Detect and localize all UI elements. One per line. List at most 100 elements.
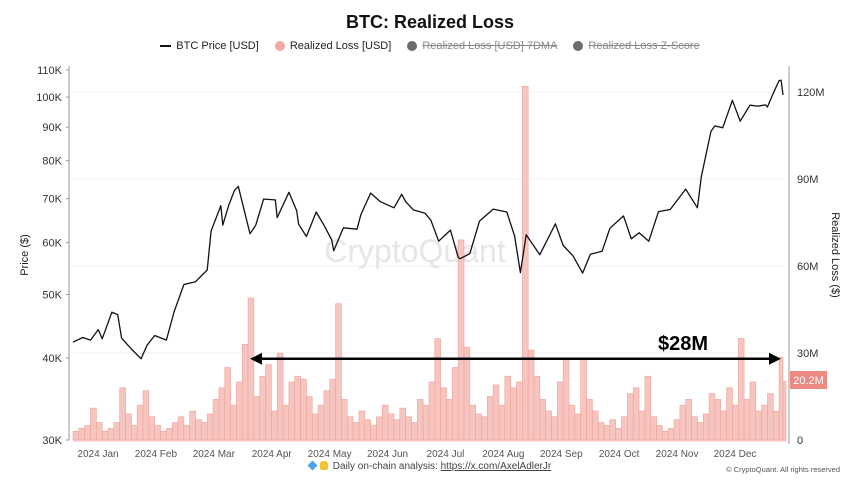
loss-bar [212, 399, 220, 441]
loss-bar [370, 425, 377, 441]
legend-item-realized-loss[interactable]: Realized Loss [USD] [274, 40, 391, 52]
loss-bar [417, 399, 424, 441]
y-left-tick-label: 70K [42, 194, 62, 206]
loss-bar [714, 399, 722, 441]
loss-bar [323, 390, 331, 441]
y-left-tick-label: 100K [36, 92, 62, 104]
loss-bar [632, 387, 640, 441]
loss-bar [574, 413, 581, 441]
loss-bar [720, 410, 727, 441]
loss-bar [206, 413, 214, 441]
loss-bar [381, 404, 389, 441]
loss-bar [154, 425, 161, 441]
loss-bar [177, 416, 185, 441]
loss-bar [160, 431, 167, 441]
loss-bar [218, 387, 226, 441]
loss-bar [782, 381, 787, 441]
loss-bar [522, 85, 529, 441]
loss-bar [230, 404, 237, 441]
line-swatch-icon [160, 45, 172, 47]
x-tick-label: 2024 Oct [599, 449, 640, 460]
loss-bar [148, 416, 155, 441]
loss-bar [119, 387, 126, 441]
legend-item-btc-price[interactable]: BTC Price [USD] [160, 40, 259, 52]
loss-bar [236, 381, 243, 441]
loss-bar [772, 410, 780, 441]
loss-bar [253, 396, 261, 441]
loss-bar [708, 393, 716, 441]
loss-bar [568, 404, 576, 441]
loss-bar [247, 297, 255, 441]
loss-bar [288, 381, 296, 441]
loss-bar [346, 416, 354, 441]
loss-bar [136, 404, 144, 441]
loss-bar [446, 399, 453, 441]
loss-bar [183, 425, 191, 441]
loss-bar [597, 422, 605, 441]
loss-bar [241, 344, 249, 441]
x-tick-label: 2024 May [308, 449, 352, 460]
x-tick-label: 2024 Nov [656, 449, 699, 460]
x-tick-label: 2024 Mar [193, 449, 236, 460]
legend-item-realized-loss-7dma[interactable]: Realized Loss [USD] 7DMA [407, 40, 557, 52]
loss-bar [171, 422, 179, 441]
loss-bar [452, 367, 459, 441]
y-right-tick-label: 90M [797, 174, 818, 186]
loss-bar [189, 410, 196, 441]
y-right-tick-label: 120M [797, 87, 825, 99]
loss-bar [551, 416, 558, 441]
loss-bar [306, 396, 313, 441]
loss-bar [166, 428, 173, 441]
footer: Daily on-chain analysis: https://x.com/A… [0, 460, 860, 472]
loss-bar [580, 358, 587, 441]
footer-link[interactable]: https://x.com/AxelAdlerJr [440, 461, 552, 472]
loss-bar [697, 422, 704, 441]
loss-bar [737, 338, 745, 441]
loss-bar [621, 416, 628, 441]
loss-bar [78, 428, 85, 441]
loss-bar [399, 407, 406, 441]
loss-bar [667, 428, 675, 441]
loss-bar [393, 419, 401, 441]
loss-bar [282, 404, 290, 441]
loss-bar [691, 416, 698, 441]
loss-bar [533, 375, 541, 441]
watermark: CryptoQuant [324, 233, 506, 269]
loss-bar [271, 410, 278, 441]
loss-bar [726, 387, 733, 441]
x-tick-label: 2024 Dec [714, 449, 757, 460]
loss-bar [504, 375, 511, 441]
loss-bar [702, 413, 710, 441]
y-left-tick-label: 90K [42, 122, 62, 134]
y-right-axis-label: Realized Loss ($) [829, 212, 841, 298]
loss-bar [335, 303, 342, 441]
y-left-tick-label: 50K [42, 290, 62, 302]
loss-bar [457, 239, 465, 441]
loss-bar [131, 425, 138, 441]
legend-label: Realized Loss Z-Score [588, 40, 700, 52]
footer-text: Daily on-chain analysis: [332, 461, 438, 472]
legend-item-realized-loss-z-score[interactable]: Realized Loss Z-Score [573, 40, 700, 52]
loss-bar [650, 416, 657, 441]
loss-bar [778, 356, 784, 441]
legend: BTC Price [USD] Realized Loss [USD] Real… [0, 40, 860, 52]
dot-swatch-icon [407, 41, 418, 51]
last-value-tag [790, 371, 827, 389]
loss-bar [387, 413, 395, 441]
y-right-tick-label: 0 [797, 435, 803, 447]
loss-bar [527, 349, 535, 441]
loss-bar [749, 381, 757, 441]
loss-bar [498, 404, 506, 441]
loss-bar [586, 399, 593, 441]
loss-bar [300, 378, 307, 441]
loss-bar [481, 416, 488, 441]
dot-swatch-icon [274, 41, 285, 51]
loss-bar [107, 428, 115, 441]
y-right-tick-label: 60M [797, 261, 818, 273]
loss-bar [195, 419, 202, 441]
loss-bar [662, 431, 669, 441]
last-value-tag-text: 20.2M [793, 375, 824, 387]
loss-bar [510, 387, 517, 441]
x-tick-label: 2024 Feb [135, 449, 178, 460]
